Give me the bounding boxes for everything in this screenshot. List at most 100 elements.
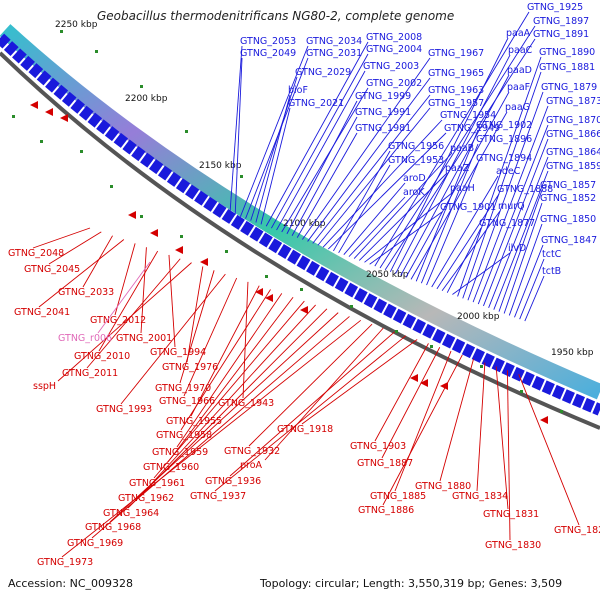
reverse-gene-label: GTNG_1962 (118, 493, 174, 504)
gc-skew-mark (520, 390, 523, 393)
leader-line (270, 53, 369, 229)
leader-line (291, 116, 358, 236)
leader-line (180, 289, 271, 431)
forward-gene-label: GTNG_1890 (539, 47, 595, 58)
reverse-gene-label: GTNG_1918 (277, 424, 333, 435)
reverse-gene-label: GTNG_2033 (58, 287, 114, 298)
leader-line (506, 370, 511, 541)
leader-line (248, 323, 373, 447)
leader-line (348, 196, 406, 257)
leader-line (265, 41, 369, 227)
gc-skew-mark (110, 185, 113, 188)
leader-line (307, 77, 431, 242)
leader-line (229, 331, 395, 477)
leader-line (518, 373, 580, 526)
reverse-gene-label: GTNG_2045 (24, 264, 80, 275)
reverse-gene-arrow (128, 211, 136, 219)
leader-line (446, 227, 482, 293)
tick-label: 2100 kbp (283, 219, 326, 229)
forward-gene-label: GTNG_1877 (479, 218, 535, 229)
reverse-gene-label: GTNG_1937 (190, 491, 246, 502)
leader-line (276, 70, 366, 231)
tick-label: 1950 kbp (551, 348, 594, 358)
forward-gene-label: GTNG_1870 (546, 115, 600, 126)
reverse-gene-arrow (175, 246, 183, 254)
forward-gene-label: ilvD (508, 243, 526, 254)
leader-line (472, 105, 549, 303)
forward-gene-label: paaB (450, 143, 474, 154)
forward-gene-label: GTNG_1963 (428, 85, 484, 96)
forward-gene-label: GTNG_1949 (444, 123, 500, 134)
leader-line (519, 258, 545, 320)
reverse-gene-label: GTNG_1943 (218, 398, 274, 409)
reverse-gene-arrow (420, 379, 428, 387)
leader-line (239, 45, 309, 217)
leader-line (281, 87, 369, 233)
forward-gene-label: GTNG_1957 (428, 98, 484, 109)
reverse-gene-label: GTNG_1829 (554, 525, 600, 536)
forward-gene-label: GTNG_1891 (533, 29, 589, 40)
reverse-gene-arrow (300, 306, 308, 314)
forward-gene-label: GTNG_1859 (546, 161, 600, 172)
genome-summary: Topology: circular; Length: 3,550,319 bp… (259, 577, 562, 590)
leader-line (82, 235, 113, 288)
leader-line (120, 273, 226, 405)
leader-line (229, 45, 243, 214)
gc-skew-mark (560, 410, 563, 413)
leader-line (498, 189, 543, 312)
reverse-gene-arrow (440, 382, 448, 390)
leader-line (382, 354, 463, 506)
leader-line (476, 362, 486, 492)
forward-gene-label: GTNG_1866 (546, 129, 600, 140)
forward-gene-label: paaZ (445, 163, 470, 174)
forward-gene-label: GTNG_1852 (540, 193, 596, 204)
leader-line (457, 56, 542, 297)
leader-line (250, 76, 298, 221)
leader-line (97, 261, 151, 334)
reverse-gene-label: GTNG_1903 (350, 441, 406, 452)
leader-line (338, 164, 391, 254)
reverse-strand-track (30, 101, 548, 424)
leader-line (98, 250, 159, 352)
forward-gene-label: GTNG_1864 (546, 147, 600, 158)
cog-track (0, 24, 600, 400)
forward-gene-label: GTNG_1981 (355, 123, 411, 134)
leader-line (61, 319, 362, 558)
reverse-gene-label: GTNG_1994 (150, 347, 206, 358)
tick-label: 2050 kbp (366, 270, 409, 280)
leader-line (394, 350, 452, 492)
reverse-gene-arrow (60, 114, 68, 122)
reverse-gene-label: GTNG_1976 (162, 362, 218, 373)
leader-line (452, 252, 511, 295)
reverse-gene-label: GTNG_2011 (62, 368, 118, 379)
leader-line (322, 119, 443, 248)
leader-line (242, 281, 249, 399)
leader-line (286, 100, 358, 235)
leader-line (114, 243, 136, 316)
forward-gene-label: GTNG_1888 (497, 184, 553, 195)
reverse-gene-label: GTNG_1880 (415, 481, 471, 492)
leader-line (57, 262, 192, 382)
leader-line (327, 132, 447, 250)
forward-gene-label: GTNG_1873 (546, 96, 600, 107)
reverse-gene-label: GTNG_2012 (90, 315, 146, 326)
forward-gene-label: GTNG_2003 (363, 61, 419, 72)
forward-gene-labels: GTNG_2053GTNG_2049GTNG_2034GTNG_2031GTNG… (229, 2, 600, 322)
reverse-gene-arrow (255, 288, 263, 296)
leader-line (488, 156, 549, 308)
forward-gene-label: GTNG_1991 (355, 107, 411, 118)
reverse-gene-label: sspH (33, 381, 56, 392)
leader-line (214, 335, 407, 492)
reverse-gene-label: GTNG_1830 (485, 540, 541, 551)
leader-line (467, 91, 544, 301)
leader-line (374, 343, 429, 442)
leader-line (190, 285, 260, 417)
forward-gene-label: aroD (403, 173, 426, 184)
reverse-gene-label: GTNG_2041 (14, 307, 70, 318)
reverse-gene-arrow (265, 294, 273, 302)
leader-line (389, 37, 509, 272)
leader-line (441, 210, 501, 292)
reverse-gene-label: proA (240, 460, 263, 471)
forward-gene-label: GTNG_2004 (366, 44, 422, 55)
